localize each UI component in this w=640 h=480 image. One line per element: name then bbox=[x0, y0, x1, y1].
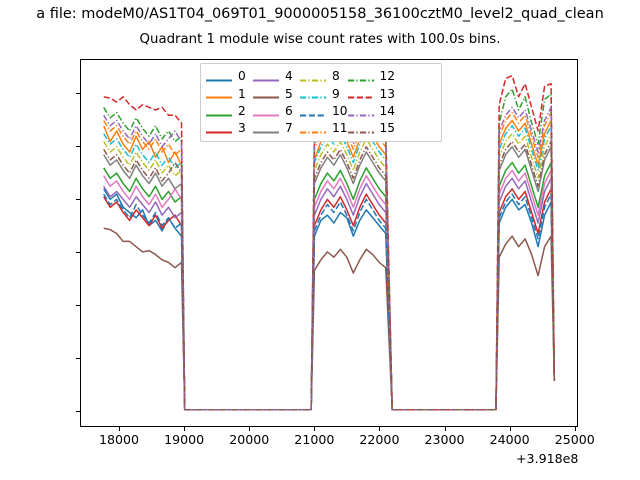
series-line-11 bbox=[103, 103, 556, 411]
x-tick-mark bbox=[379, 427, 381, 431]
legend-item-11[interactable]: 11 bbox=[300, 120, 348, 137]
legend-label: 15 bbox=[379, 121, 396, 136]
legend-item-7[interactable]: 7 bbox=[253, 120, 300, 137]
legend-label: 4 bbox=[285, 69, 293, 84]
legend-item-3[interactable]: 3 bbox=[206, 120, 253, 137]
x-tick-label: 23000 bbox=[424, 432, 465, 447]
legend-box[interactable]: 0 1 2 3 4 5 6 7 8 9 10 11 12 13 14 15 bbox=[200, 63, 442, 142]
legend-item-12[interactable]: 12 bbox=[347, 68, 396, 85]
legend-item-14[interactable]: 14 bbox=[347, 103, 396, 120]
series-line-3 bbox=[103, 188, 556, 411]
y-tick-mark bbox=[76, 93, 80, 95]
legend-swatch-icon bbox=[347, 71, 374, 82]
legend-item-1[interactable]: 1 bbox=[206, 85, 253, 102]
x-tick-mark bbox=[444, 427, 446, 431]
series-line-6 bbox=[103, 169, 556, 411]
series-line-2 bbox=[103, 161, 556, 411]
x-tick-mark bbox=[119, 427, 121, 431]
x-tick-label: 18000 bbox=[99, 432, 140, 447]
series-line-12 bbox=[103, 88, 556, 411]
series-line-0 bbox=[103, 188, 556, 411]
legend-label: 13 bbox=[379, 86, 396, 101]
y-tick-mark bbox=[76, 304, 80, 306]
legend-label: 1 bbox=[238, 86, 246, 101]
x-tick-mark bbox=[314, 427, 316, 431]
legend-label: 8 bbox=[332, 69, 340, 84]
x-tick-label: 22000 bbox=[359, 432, 400, 447]
legend-label: 12 bbox=[379, 69, 396, 84]
x-tick-label: 25000 bbox=[554, 432, 595, 447]
legend-swatch-icon bbox=[253, 106, 279, 117]
x-tick-mark bbox=[184, 427, 186, 431]
series-line-4 bbox=[103, 177, 556, 411]
y-tick-mark bbox=[76, 146, 80, 148]
legend-swatch-icon bbox=[347, 106, 374, 117]
legend-item-0[interactable]: 0 bbox=[206, 68, 253, 85]
legend-item-8[interactable]: 8 bbox=[300, 68, 348, 85]
legend-label: 3 bbox=[238, 121, 246, 136]
legend-swatch-icon bbox=[206, 123, 232, 134]
y-tick-mark bbox=[76, 410, 80, 412]
legend-column: 12 13 14 15 bbox=[347, 68, 396, 137]
legend-item-4[interactable]: 4 bbox=[253, 68, 300, 85]
y-tick-mark bbox=[76, 251, 80, 254]
legend-column: 0 1 2 3 bbox=[206, 68, 253, 137]
series-line-15 bbox=[103, 140, 556, 411]
legend-swatch-icon bbox=[300, 106, 326, 117]
legend-swatch-icon bbox=[206, 106, 232, 117]
legend-swatch-icon bbox=[300, 123, 326, 134]
legend-label: 9 bbox=[332, 86, 340, 101]
x-tick-label: 19000 bbox=[164, 432, 205, 447]
legend-label: 11 bbox=[332, 121, 348, 136]
legend-label: 5 bbox=[285, 86, 293, 101]
legend-item-9[interactable]: 9 bbox=[300, 85, 348, 102]
series-line-5 bbox=[103, 227, 556, 411]
y-tick-mark bbox=[76, 199, 80, 201]
y-tick-mark bbox=[76, 357, 80, 359]
legend-swatch-icon bbox=[206, 71, 232, 82]
legend-label: 14 bbox=[379, 104, 396, 119]
legend-swatch-icon bbox=[347, 88, 374, 99]
legend-item-2[interactable]: 2 bbox=[206, 103, 253, 120]
legend-label: 2 bbox=[238, 104, 246, 119]
series-line-10 bbox=[103, 193, 556, 411]
legend-column: 8 9 10 11 bbox=[300, 68, 348, 137]
series-line-7 bbox=[103, 146, 556, 411]
legend-label: 0 bbox=[238, 69, 246, 84]
x-tick-mark bbox=[574, 427, 576, 431]
legend-swatch-icon bbox=[206, 88, 232, 99]
legend-label: 6 bbox=[285, 104, 293, 119]
legend-item-10[interactable]: 10 bbox=[300, 103, 348, 120]
figure-suptitle: a file: modeM0/AS1T04_069T01_9000005158_… bbox=[36, 6, 604, 22]
x-tick-label: 24000 bbox=[489, 432, 530, 447]
legend-item-15[interactable]: 15 bbox=[347, 120, 396, 137]
legend-swatch-icon bbox=[253, 71, 279, 82]
x-tick-label: 20000 bbox=[229, 432, 270, 447]
legend-swatch-icon bbox=[300, 71, 326, 82]
legend-swatch-icon bbox=[347, 123, 374, 134]
legend-column: 4 5 6 7 bbox=[253, 68, 300, 137]
legend-label: 10 bbox=[332, 104, 348, 119]
series-line-14 bbox=[103, 106, 556, 411]
legend-swatch-icon bbox=[253, 123, 279, 134]
x-tick-label: 21000 bbox=[294, 432, 335, 447]
x-axis-offset-text: +3.918e8 bbox=[516, 451, 579, 466]
legend-item-13[interactable]: 13 bbox=[347, 85, 396, 102]
x-tick-mark bbox=[509, 427, 511, 431]
legend-swatch-icon bbox=[300, 88, 326, 99]
legend-label: 7 bbox=[285, 121, 293, 136]
legend-item-6[interactable]: 6 bbox=[253, 103, 300, 120]
legend-item-5[interactable]: 5 bbox=[253, 85, 300, 102]
axes-title: Quadrant 1 module wise count rates with … bbox=[139, 32, 501, 47]
x-tick-mark bbox=[249, 427, 251, 431]
legend-swatch-icon bbox=[253, 88, 279, 99]
